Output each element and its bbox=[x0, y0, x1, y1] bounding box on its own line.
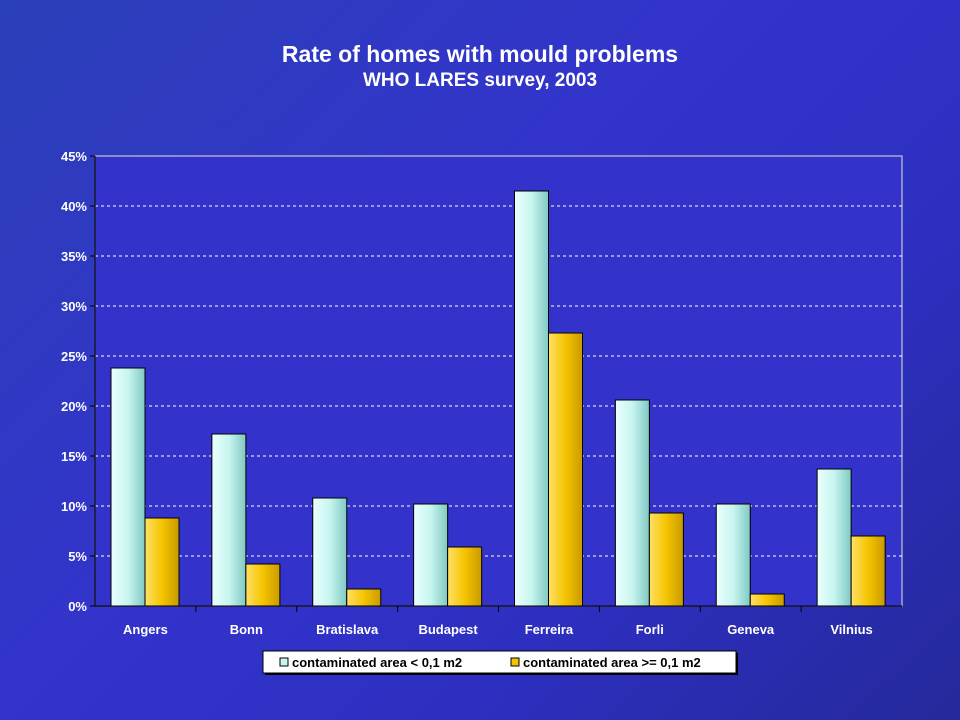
legend-label: contaminated area < 0,1 m2 bbox=[292, 655, 462, 670]
y-tick-label: 0% bbox=[68, 599, 87, 614]
chart-title-block: Rate of homes with mould problems WHO LA… bbox=[0, 40, 960, 94]
legend-swatch bbox=[279, 657, 289, 667]
y-tick-label: 40% bbox=[61, 199, 87, 214]
bar-small-area bbox=[816, 468, 852, 607]
y-tick-label: 5% bbox=[68, 549, 87, 564]
y-tick-label: 20% bbox=[61, 399, 87, 414]
x-tick-label: Bonn bbox=[230, 622, 263, 637]
x-tick-label: Angers bbox=[123, 622, 168, 637]
bar-large-area bbox=[749, 593, 785, 607]
y-tick-label: 15% bbox=[61, 449, 87, 464]
bar-large-area bbox=[548, 332, 583, 607]
x-tick-label: Budapest bbox=[418, 622, 478, 637]
chart-title: Rate of homes with mould problems bbox=[281, 41, 679, 67]
bar-small-area bbox=[514, 190, 549, 607]
x-tick-label: Geneva bbox=[727, 622, 775, 637]
bar-small-area bbox=[110, 367, 146, 607]
legend-label: contaminated area >= 0,1 m2 bbox=[523, 655, 701, 670]
x-tick-label: Vilnius bbox=[830, 622, 872, 637]
bar-large-area bbox=[144, 517, 180, 607]
bar-small-area bbox=[312, 497, 348, 607]
y-tick-label: 30% bbox=[61, 299, 87, 314]
bar-small-area bbox=[211, 433, 247, 607]
y-tick-label: 35% bbox=[61, 249, 87, 264]
bar-large-area bbox=[850, 535, 886, 607]
bar-large-area bbox=[245, 563, 281, 607]
bar-small-area bbox=[614, 399, 650, 607]
x-tick-label: Bratislava bbox=[316, 622, 379, 637]
bar-large-area bbox=[648, 512, 684, 607]
x-tick-label: Ferreira bbox=[525, 622, 574, 637]
y-tick-label: 10% bbox=[61, 499, 87, 514]
y-tick-label: 25% bbox=[61, 349, 87, 364]
legend bbox=[262, 650, 737, 674]
bar-small-area bbox=[715, 503, 751, 607]
bar-small-area bbox=[413, 503, 449, 607]
bar-large-area bbox=[346, 588, 382, 607]
bar-large-area bbox=[447, 546, 483, 607]
y-tick-label: 45% bbox=[61, 149, 87, 164]
chart-subtitle: WHO LARES survey, 2003 bbox=[362, 70, 598, 91]
x-tick-label: Forli bbox=[636, 622, 664, 637]
legend-swatch bbox=[510, 657, 520, 667]
